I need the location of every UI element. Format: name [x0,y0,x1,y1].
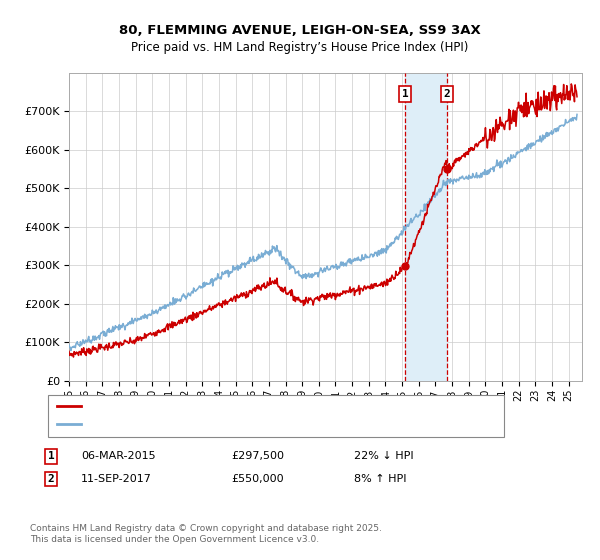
Text: 1: 1 [401,89,409,99]
Text: HPI: Average price, detached house, Southend-on-Sea: HPI: Average price, detached house, Sout… [87,419,370,429]
Text: £550,000: £550,000 [231,474,284,484]
Text: Contains HM Land Registry data © Crown copyright and database right 2025.
This d: Contains HM Land Registry data © Crown c… [30,524,382,544]
Text: Price paid vs. HM Land Registry’s House Price Index (HPI): Price paid vs. HM Land Registry’s House … [131,41,469,54]
Text: 80, FLEMMING AVENUE, LEIGH-ON-SEA, SS9 3AX: 80, FLEMMING AVENUE, LEIGH-ON-SEA, SS9 3… [119,24,481,38]
Text: 8% ↑ HPI: 8% ↑ HPI [354,474,407,484]
Text: £297,500: £297,500 [231,451,284,461]
Text: 22% ↓ HPI: 22% ↓ HPI [354,451,413,461]
Text: 2: 2 [444,89,451,99]
Text: 2: 2 [47,474,55,484]
Text: 80, FLEMMING AVENUE, LEIGH-ON-SEA, SS9 3AX (detached house): 80, FLEMMING AVENUE, LEIGH-ON-SEA, SS9 3… [87,401,434,411]
Text: 11-SEP-2017: 11-SEP-2017 [81,474,152,484]
Bar [405,73,447,381]
Text: 06-MAR-2015: 06-MAR-2015 [81,451,155,461]
Text: 1: 1 [47,451,55,461]
